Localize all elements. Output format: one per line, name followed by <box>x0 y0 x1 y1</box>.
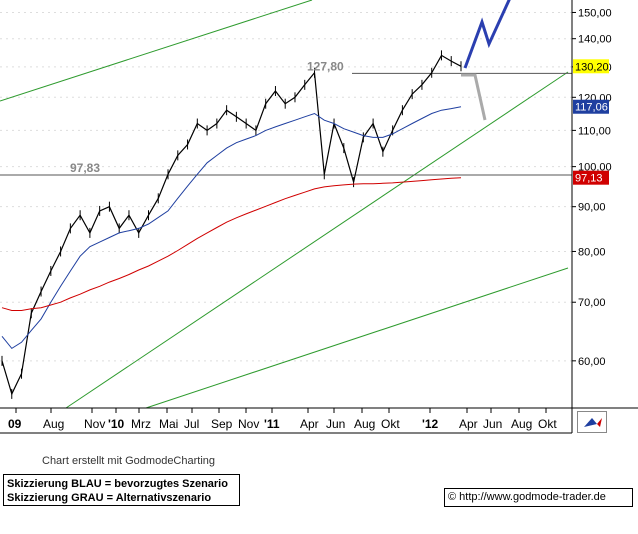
trend-channel-line-0 <box>0 0 313 102</box>
x-tick-label-12: Aug <box>354 417 375 431</box>
price-tag-label-0: 130,20 <box>575 61 609 73</box>
horizontal-levels <box>0 72 572 176</box>
trend-channel-lines <box>0 0 569 409</box>
y-tick-label-8: 70,00 <box>578 297 606 309</box>
x-tick-label-0: 09 <box>8 417 22 431</box>
price-tag-label-1: 117,06 <box>575 102 608 114</box>
x-tick-label-13: Okt <box>381 417 400 431</box>
series-line-2 <box>1 177 462 311</box>
level-annotations: 127,80 97,83 <box>70 59 344 175</box>
y-tick-label-5: 100,00 <box>578 162 612 174</box>
arrow-icon <box>597 418 602 427</box>
trend-channel-line-1 <box>65 71 569 409</box>
scenario-sketches <box>461 0 511 121</box>
x-tick-label-15: Apr <box>459 417 478 431</box>
price-tag-bg-2 <box>573 170 609 185</box>
x-tick-label-1: Aug <box>43 417 64 431</box>
x-axis: 09 Aug Nov '10 Mrz Mai Jul Sep Nov '11 Apr Jun Aug Ok… <box>8 408 557 431</box>
x-tick-label-7: Sep <box>211 417 233 431</box>
x-tick-label-16: Jun <box>483 417 502 431</box>
series-line-1 <box>1 106 462 350</box>
x-tick-label-9: '11 <box>264 417 280 431</box>
x-tick-label-18: Okt <box>538 417 557 431</box>
x-tick-label-17: Aug <box>511 417 532 431</box>
price-tag-bg-0 <box>573 59 609 74</box>
series-lines <box>1 50 462 399</box>
x-tick-label-14: '12 <box>422 417 439 431</box>
y-tick-label-1: 140,00 <box>578 34 612 46</box>
legend-gray: Skizzierung GRAU = Alternativszenario <box>7 492 212 504</box>
y-tick-label-7: 80,00 <box>578 246 606 258</box>
pen-icon <box>584 418 597 427</box>
chart-tool-icon[interactable] <box>577 411 607 433</box>
scenario-legend: Skizzierung BLAU = bevorzugtes Szenario … <box>3 474 240 506</box>
plot-area <box>0 0 572 408</box>
price-tag-label-2: 97,13 <box>575 173 603 185</box>
scenario-gray-line <box>461 73 487 121</box>
level-label-1: 97,83 <box>70 161 100 175</box>
x-tick-label-3: '10 <box>108 417 125 431</box>
series-line-0 <box>1 54 462 396</box>
y-tick-label-6: 90,00 <box>578 202 606 214</box>
y-tick-label-9: 60,00 <box>578 356 606 368</box>
x-tick-label-4: Mrz <box>131 417 151 431</box>
x-tick-label-6: Jul <box>184 417 199 431</box>
price-tag-bg-1 <box>573 99 609 114</box>
x-tick-label-10: Apr <box>300 417 319 431</box>
y-tick-label-4: 110,00 <box>578 125 611 137</box>
chart-credit: Chart erstellt mit GodmodeCharting <box>42 455 216 467</box>
y-tick-label-0: 150,00 <box>578 7 612 19</box>
trend-channel-line-2 <box>145 267 569 409</box>
price-tags: 130,20 117,06 97,13 <box>573 59 609 185</box>
x-tick-label-8: Nov <box>238 417 259 431</box>
level-label-0: 127,80 <box>307 59 344 73</box>
source-url-link[interactable]: © http://www.godmode-trader.de <box>444 488 633 507</box>
x-tick-label-11: Jun <box>326 417 345 431</box>
scenario-blue-line <box>463 0 511 69</box>
legend-blue: Skizzierung BLAU = bevorzugtes Szenario <box>7 478 228 490</box>
x-tick-label-2: Nov <box>84 417 105 431</box>
x-tick-label-5: Mai <box>159 417 178 431</box>
